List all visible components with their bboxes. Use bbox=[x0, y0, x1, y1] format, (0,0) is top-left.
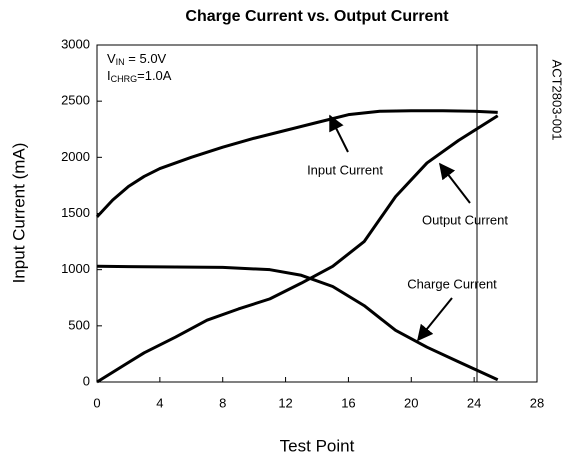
chart-title: Charge Current vs. Output Current bbox=[185, 8, 449, 25]
y-tick-label: 2500 bbox=[61, 93, 90, 108]
y-tick-label: 1000 bbox=[61, 261, 90, 276]
x-tick-label: 8 bbox=[219, 395, 226, 410]
y-tick-label: 2000 bbox=[61, 149, 90, 164]
arrow bbox=[416, 297, 453, 342]
x-tick-label: 0 bbox=[93, 395, 100, 410]
x-tick-label: 20 bbox=[404, 395, 418, 410]
series-line bbox=[95, 109, 498, 218]
arrow bbox=[329, 114, 349, 153]
charge-label: Charge Current bbox=[407, 276, 497, 291]
y-tick-label: 3000 bbox=[61, 36, 90, 51]
x-tick-label: 4 bbox=[156, 395, 163, 410]
vin-label: VIN = 5.0V bbox=[107, 51, 167, 67]
y-tick-label: 1500 bbox=[61, 205, 90, 220]
x-tick-label: 28 bbox=[530, 395, 544, 410]
x-axis-label: Test Point bbox=[280, 436, 355, 455]
y-tick-label: 0 bbox=[83, 373, 90, 388]
code-label: ACT2803-001 bbox=[550, 60, 565, 141]
x-tick-label: 24 bbox=[467, 395, 481, 410]
input-label: Input Current bbox=[307, 162, 383, 177]
output-label: Output Current bbox=[422, 212, 508, 227]
x-tick-label: 12 bbox=[278, 395, 292, 410]
arrow bbox=[439, 162, 471, 204]
x-tick-label: 16 bbox=[341, 395, 355, 410]
series-line bbox=[96, 114, 499, 384]
ichrg-label: ICHRG=1.0A bbox=[107, 68, 172, 84]
y-tick-label: 500 bbox=[68, 317, 90, 332]
y-axis-label: Input Current (mA) bbox=[9, 143, 28, 284]
series-line bbox=[96, 264, 499, 382]
